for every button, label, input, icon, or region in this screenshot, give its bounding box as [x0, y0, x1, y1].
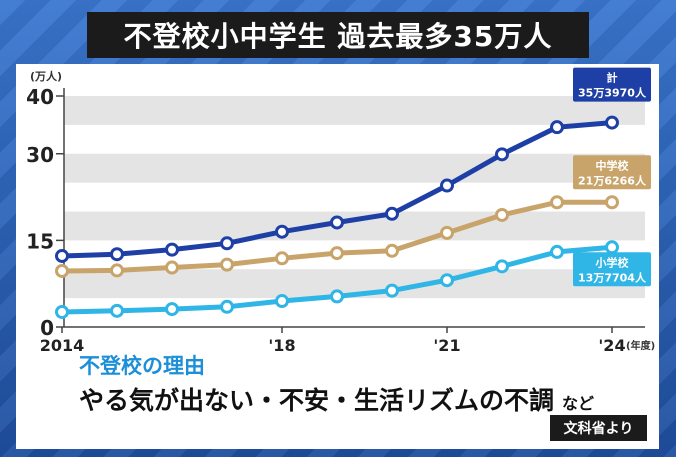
y-tick-label: 40	[26, 85, 54, 109]
reason-suffix: など	[562, 394, 595, 413]
series-value-label: 21万6266人	[578, 173, 647, 187]
x-tick-label: '21	[433, 336, 460, 355]
series-name-label: 中学校	[596, 158, 630, 172]
series-label-box	[573, 155, 651, 190]
series-name-label: 計	[607, 71, 618, 85]
data-point	[440, 225, 454, 240]
data-point	[385, 206, 399, 221]
reason-heading: 不登校の理由	[79, 354, 205, 378]
data-point	[165, 302, 179, 317]
data-point	[440, 178, 454, 193]
series-value-label: 35万3970人	[578, 86, 647, 100]
data-point	[55, 248, 69, 263]
x-tick-label: 2014	[40, 336, 85, 355]
data-point	[110, 303, 124, 318]
data-point	[220, 257, 234, 272]
data-point	[110, 247, 124, 262]
data-point	[330, 215, 344, 230]
series-name-label: 小学校	[595, 255, 630, 269]
source-badge: 文科省より	[550, 415, 647, 441]
data-point	[550, 195, 564, 210]
y-tick-label: 0	[40, 316, 54, 340]
reason-main: やる気が出ない・不安・生活リズムの不調	[79, 386, 555, 415]
reason-text: やる気が出ない・不安・生活リズムの不調 など	[79, 381, 594, 417]
data-point	[220, 299, 234, 314]
data-point	[495, 207, 509, 222]
data-point	[165, 260, 179, 275]
data-point	[495, 259, 509, 274]
series-label-box	[573, 67, 651, 102]
y-tick-label: 30	[26, 143, 54, 167]
data-point	[55, 263, 69, 278]
data-point	[495, 147, 509, 162]
series-value-label: 13万7704人	[578, 270, 647, 284]
page-title: 不登校小中学生 過去最多35万人	[123, 20, 553, 53]
data-point	[275, 251, 289, 266]
data-point	[550, 244, 564, 259]
data-point	[385, 283, 399, 298]
data-point	[275, 294, 289, 309]
series-label-box	[573, 252, 651, 287]
data-point	[385, 243, 399, 258]
data-point	[330, 289, 344, 304]
x-unit-label: (年度)	[626, 339, 655, 352]
data-point	[605, 240, 619, 255]
y-tick-label: 15	[26, 229, 54, 253]
series-points	[55, 115, 619, 319]
data-point	[165, 242, 179, 257]
data-point	[55, 304, 69, 319]
x-tick-label: '18	[268, 336, 295, 355]
data-point	[605, 115, 619, 130]
data-point	[550, 120, 564, 135]
axes: 0 15 30 40 (万人) 2014 '18 '21 '24 (年度)	[26, 69, 655, 355]
y-unit-label: (万人)	[30, 69, 62, 83]
data-point	[605, 195, 619, 210]
grid-band	[64, 211, 645, 241]
data-point	[110, 263, 124, 278]
grid-band	[64, 96, 645, 125]
grid-band	[64, 153, 645, 183]
data-point	[220, 236, 234, 251]
title-bar: 不登校小中学生 過去最多35万人	[87, 12, 589, 58]
data-point	[275, 224, 289, 239]
data-point	[440, 273, 454, 288]
data-point	[330, 246, 344, 261]
x-tick-label: '24	[598, 336, 625, 355]
